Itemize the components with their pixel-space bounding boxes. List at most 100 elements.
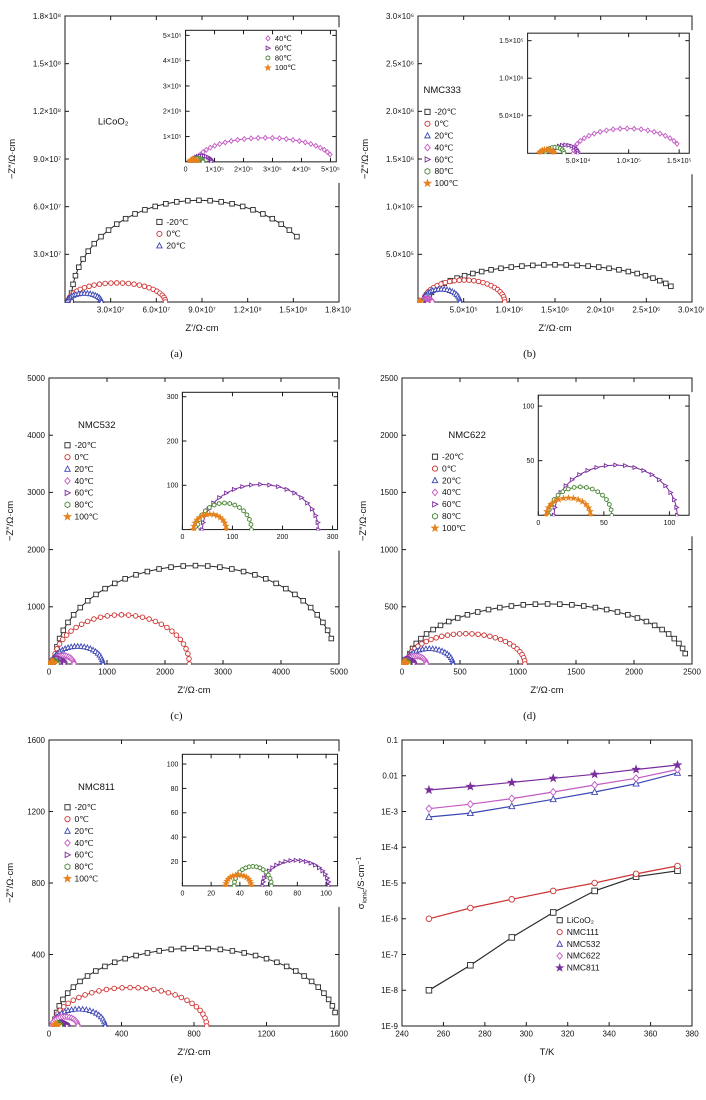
- marker-diamond: [423, 143, 431, 152]
- y-tick-label: 1E-6: [381, 915, 398, 924]
- marker-diamond: [631, 125, 637, 132]
- series-NMC111: [425, 862, 681, 922]
- marker-star: [429, 523, 440, 533]
- x-axis-title: Z′/Ω·cm: [538, 323, 571, 334]
- marker-square: [496, 604, 503, 611]
- marker-square: [84, 598, 90, 604]
- marker-hexagon: [253, 864, 259, 870]
- marker-square: [195, 197, 202, 204]
- marker-diamond: [255, 134, 261, 142]
- marker-triangle-right: [308, 860, 314, 866]
- marker-circle: [163, 624, 170, 631]
- marker-hexagon: [263, 869, 268, 875]
- x-tick-label: 5000: [330, 668, 348, 677]
- marker-diamond: [70, 660, 77, 665]
- marker-triangle-right: [622, 463, 628, 469]
- marker-square: [69, 281, 76, 288]
- marker-square: [76, 604, 83, 611]
- marker-circle: [492, 634, 498, 641]
- x-tick-label: 3.0×10⁶: [678, 306, 704, 315]
- marker-circle: [142, 985, 149, 992]
- y-tick-label: 40: [170, 835, 178, 842]
- legend-item-label: 20℃: [434, 130, 453, 140]
- marker-star: [218, 516, 227, 524]
- marker-square: [423, 108, 431, 115]
- marker-diamond: [63, 477, 71, 485]
- marker-circle: [75, 994, 82, 1001]
- plot-area-f: 240 260 280 300 320 340 360 380 0.1 0.01 1E-3 1E-4 1…: [356, 736, 699, 1058]
- marker-square: [605, 265, 612, 272]
- marker-diamond: [428, 298, 435, 303]
- marker-star: [564, 493, 572, 501]
- marker-square: [64, 990, 70, 996]
- series-layer: [48, 945, 338, 1027]
- x-tick-label: 1000: [98, 668, 116, 677]
- marker-hexagon: [268, 883, 274, 887]
- marker-triangle: [63, 465, 71, 472]
- plot-area-d: 0 500 1000 1500 2000 25005001000150020002500Z…: [358, 374, 701, 696]
- y-tick-label: 5.0×10⁵: [385, 250, 413, 259]
- marker-triangle-right: [656, 477, 662, 483]
- marker-circle: [162, 299, 168, 303]
- plot-area-c: 0 1000 2000 3000 4000 50001000200030004000500…: [5, 374, 348, 696]
- y-tick-label: 3×10⁵: [162, 83, 181, 90]
- marker-hexagon: [608, 512, 614, 517]
- marker-square: [105, 227, 111, 233]
- y-tick-label: 2.5×10⁶: [386, 59, 414, 68]
- marker-square: [263, 955, 269, 962]
- marker-square: [97, 233, 104, 240]
- axes: 5.0×10⁵ 1.0×10⁶ 1.5×10⁶ 2.0×10⁶ 2.5×10⁶ 3.0×1…: [385, 12, 703, 315]
- x-tick-label: 5.0×10⁵: [449, 306, 477, 315]
- marker-star: [578, 497, 586, 505]
- legend-item-label: NMC532: [566, 939, 600, 949]
- marker-hexagon: [560, 489, 565, 495]
- x-tick-label: 9.0×10⁷: [188, 306, 216, 315]
- x-tick-label: 300: [326, 534, 338, 541]
- legend-item-label: 20℃: [74, 826, 93, 836]
- marker-triangle-right: [575, 150, 581, 155]
- legend-item-label: 80℃: [442, 511, 461, 521]
- marker-square: [625, 268, 631, 275]
- marker-circle: [497, 636, 503, 643]
- marker-triangle-right: [223, 490, 229, 496]
- marker-triangle: [86, 1006, 93, 1013]
- marker-square: [466, 962, 474, 969]
- marker-hexagon: [231, 879, 237, 885]
- marker-hexagon: [589, 486, 595, 492]
- x-tick-label: 1.2×10⁸: [233, 306, 261, 315]
- legend-item-label: 60℃: [74, 850, 93, 860]
- marker-square: [111, 959, 117, 966]
- legend-item-label: 40℃: [74, 476, 93, 486]
- chart-f-conductivity-arrhenius: 240 260 280 300 320 340 360 380 0.1 0.01 1E-3 1E-4 1…: [356, 736, 699, 1058]
- x-tick-label: 20: [207, 890, 215, 897]
- marker-star: [62, 873, 72, 883]
- marker-square: [131, 211, 138, 217]
- marker-square: [544, 601, 550, 607]
- marker-triangle-right: [315, 526, 322, 531]
- marker-circle: [136, 282, 142, 288]
- marker-triangle-right: [260, 883, 266, 887]
- legend-item-label: 100℃: [274, 63, 296, 72]
- marker-circle: [125, 612, 131, 618]
- legend-item-label: 60℃: [274, 44, 291, 53]
- x-tick-label: 800: [187, 1030, 201, 1039]
- marker-triangle-right: [293, 857, 299, 863]
- marker-circle: [158, 621, 164, 627]
- series-100℃: [535, 145, 558, 155]
- marker-triangle-right: [64, 489, 71, 497]
- marker-star: [541, 511, 550, 517]
- legend-item-label: NMC811: [566, 963, 599, 973]
- marker-hexagon: [221, 500, 227, 506]
- marker-diamond: [211, 142, 217, 149]
- marker-triangle-right: [569, 477, 575, 483]
- marker-square: [573, 262, 580, 269]
- marker-square: [180, 945, 186, 952]
- y-tick-label: 3.0×10⁷: [33, 250, 61, 259]
- series-NMC811: [423, 759, 682, 795]
- marker-triangle-right: [585, 467, 591, 474]
- marker-diamond: [597, 128, 603, 135]
- y-tick-label: 1600: [27, 736, 45, 745]
- marker-triangle-right: [569, 143, 575, 149]
- x-tick-label: 6.0×10⁷: [142, 306, 170, 315]
- marker-triangle-right: [239, 483, 246, 490]
